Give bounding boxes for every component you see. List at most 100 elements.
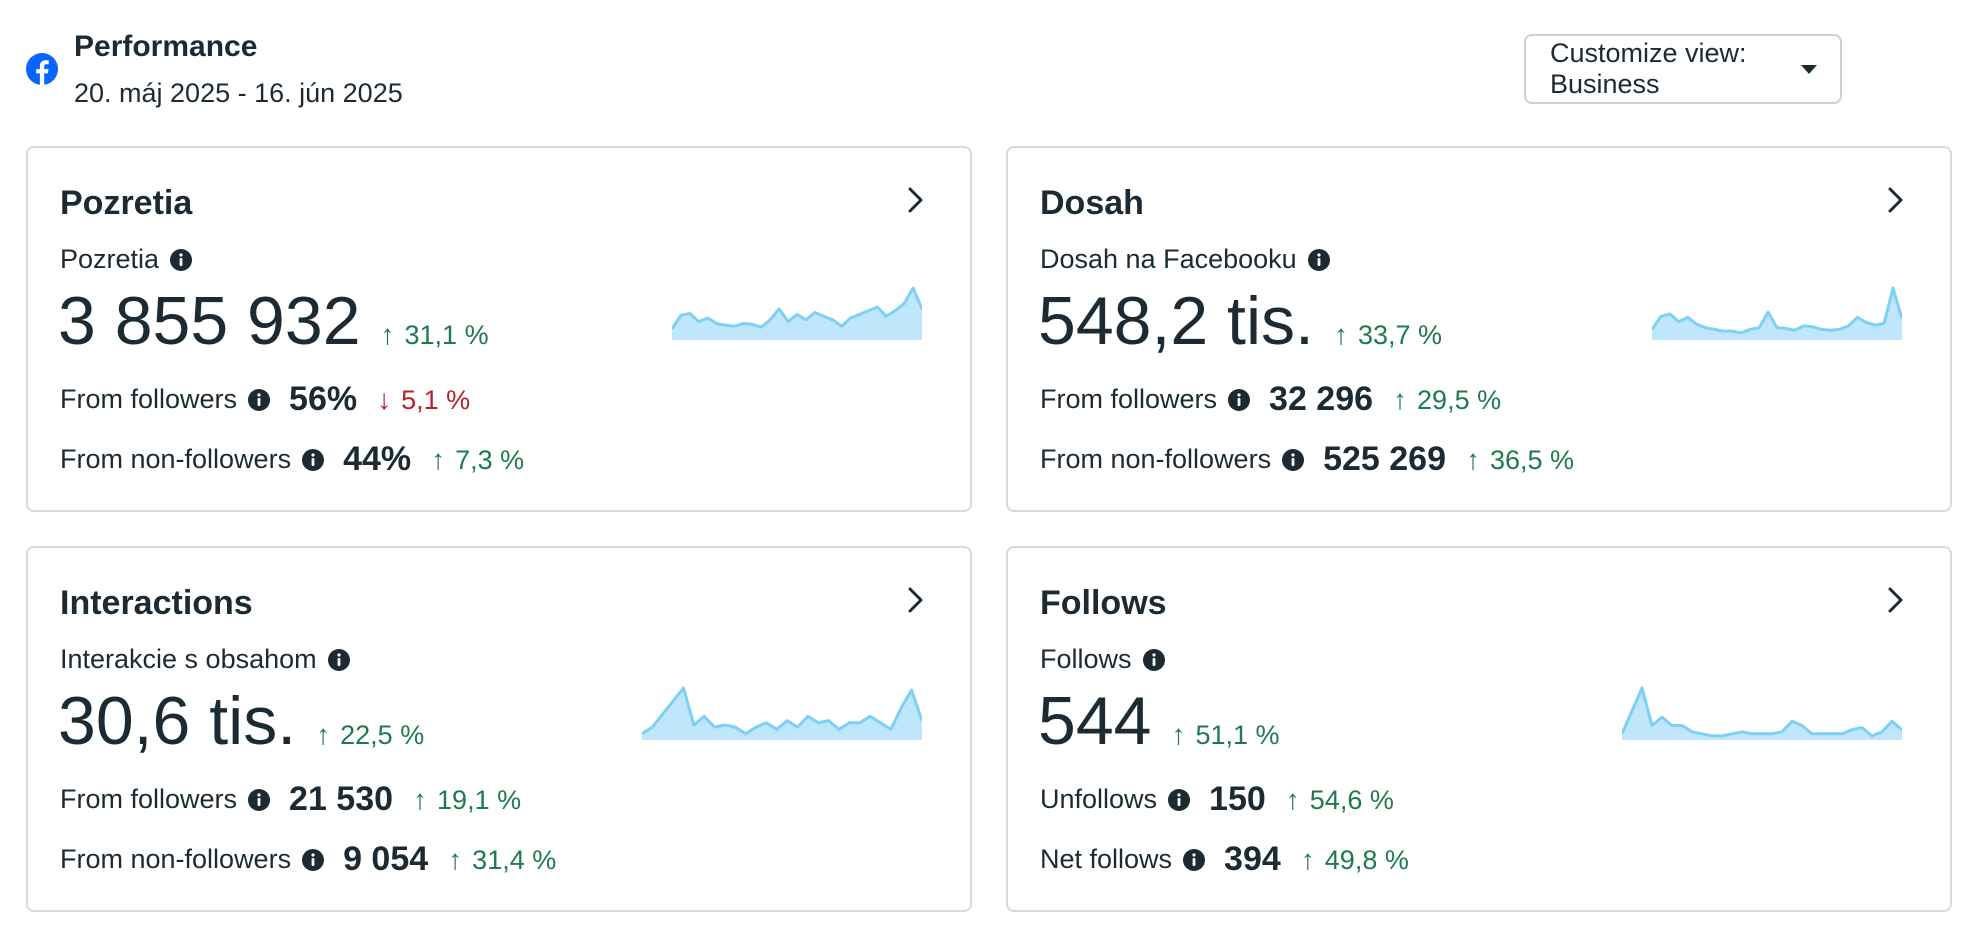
metric-label-text: Follows — [1040, 644, 1132, 674]
breakdown-row: From followers 56% ↓ 5,1 % — [60, 380, 470, 419]
big-delta-value: 33,7 % — [1357, 320, 1443, 350]
breakdown-label: From non-followers — [60, 844, 292, 874]
breakdown-delta: ↑ 36,5 % — [1466, 444, 1574, 476]
date-range: 20. máj 2025 - 16. jún 2025 — [74, 78, 403, 108]
breakdown-value: 32 296 — [1269, 380, 1374, 418]
info-icon[interactable] — [301, 448, 325, 472]
caret-down-icon — [1801, 65, 1817, 74]
breakdown-delta-value: 54,6 % — [1309, 784, 1394, 815]
breakdown-delta-value: 31,4 % — [472, 844, 557, 875]
big-delta: ↑ 22,5 % — [316, 719, 424, 751]
arrow-up-icon: ↑ — [1300, 843, 1315, 875]
chevron-right-icon[interactable] — [1886, 586, 1906, 614]
breakdown-delta: ↑ 54,6 % — [1286, 784, 1394, 816]
sparkline-line — [1652, 286, 1902, 335]
breakdown-row: From non-followers 525 269 ↑ 36,5 % — [1040, 440, 1574, 479]
facebook-icon — [26, 53, 58, 85]
big-delta-value: 51,1 % — [1195, 720, 1280, 750]
info-icon[interactable] — [169, 248, 193, 272]
info-icon[interactable] — [1281, 448, 1305, 472]
metric-label: Follows — [1040, 644, 1166, 675]
sparkline-area — [1652, 288, 1902, 340]
sparkline-line — [672, 286, 922, 330]
chevron-right-icon[interactable] — [906, 586, 926, 614]
customize-view-label: Customize view: Business — [1550, 38, 1747, 99]
info-icon[interactable] — [247, 388, 271, 412]
card-title: Follows — [1040, 584, 1167, 622]
arrow-up-icon: ↑ — [448, 843, 463, 875]
big-value: 30,6 tis. — [58, 683, 297, 759]
breakdown-delta-value: 19,1 % — [437, 784, 522, 815]
big-value-row: 544 ↑ 51,1 % — [1038, 682, 1280, 760]
card-dosah: Dosah Dosah na Facebooku 548,2 tis. ↑ 33,7 %… — [1006, 146, 1952, 512]
arrow-up-icon: ↑ — [1333, 319, 1348, 350]
customize-view-dropdown[interactable]: Customize view: Business — [1524, 34, 1842, 104]
breakdown-delta: ↑ 31,4 % — [448, 844, 556, 876]
metric-label-text: Dosah na Facebooku — [1040, 244, 1297, 274]
big-value-row: 548,2 tis. ↑ 33,7 % — [1038, 282, 1442, 360]
metric-label: Dosah na Facebooku — [1040, 244, 1331, 275]
breakdown-delta: ↑ 19,1 % — [413, 784, 521, 816]
performance-header: Performance 20. máj 2025 - 16. jún 2025 … — [0, 0, 1974, 130]
breakdown-delta: ↑ 7,3 % — [431, 444, 524, 476]
big-delta-value: 31,1 % — [404, 320, 489, 350]
info-icon[interactable] — [1307, 248, 1331, 272]
arrow-up-icon: ↑ — [413, 783, 428, 815]
sparkline-area — [1622, 688, 1902, 740]
card-title: Pozretia — [60, 184, 193, 222]
card-title: Interactions — [60, 584, 253, 622]
breakdown-value: 394 — [1224, 840, 1281, 878]
breakdown-value: 150 — [1209, 780, 1266, 818]
breakdown-label: From followers — [1040, 384, 1218, 414]
card-follows: Follows Follows 544 ↑ 51,1 % Unfollows 150 ↑ 54,… — [1006, 546, 1952, 912]
breakdown-delta-value: 29,5 % — [1417, 384, 1502, 415]
breakdown-row: From followers 32 296 ↑ 29,5 % — [1040, 380, 1501, 419]
arrow-up-icon: ↑ — [1171, 719, 1186, 750]
breakdown-row: From non-followers 9 054 ↑ 31,4 % — [60, 840, 556, 879]
breakdown-value: 9 054 — [343, 840, 429, 878]
big-delta: ↑ 31,1 % — [381, 319, 489, 351]
big-delta: ↑ 51,1 % — [1171, 719, 1279, 751]
info-icon[interactable] — [327, 648, 351, 672]
big-delta-value: 22,5 % — [340, 720, 425, 750]
card-title: Dosah — [1040, 184, 1144, 222]
breakdown-delta-value: 7,3 % — [455, 444, 525, 475]
breakdown-label: Unfollows — [1040, 784, 1158, 814]
info-icon[interactable] — [1142, 648, 1166, 672]
sparkline-chart — [672, 286, 922, 340]
metric-label-text: Interakcie s obsahom — [60, 644, 317, 674]
breakdown-delta-value: 5,1 % — [401, 384, 471, 415]
breakdown-value: 21 530 — [289, 780, 394, 818]
big-value-row: 30,6 tis. ↑ 22,5 % — [58, 682, 424, 760]
big-delta: ↑ 33,7 % — [1334, 319, 1442, 351]
info-icon[interactable] — [1227, 388, 1251, 412]
breakdown-label: Net follows — [1040, 844, 1173, 874]
breakdown-value: 56% — [289, 380, 358, 418]
sparkline-area — [642, 688, 922, 740]
breakdown-delta: ↑ 29,5 % — [1393, 384, 1501, 416]
page-title: Performance — [74, 30, 258, 63]
info-icon[interactable] — [1167, 788, 1191, 812]
info-icon[interactable] — [301, 848, 325, 872]
metric-label-text: Pozretia — [60, 244, 160, 274]
sparkline-chart — [1622, 686, 1902, 740]
info-icon[interactable] — [247, 788, 271, 812]
arrow-down-icon: ↓ — [377, 383, 392, 415]
card-interactions: Interactions Interakcie s obsahom 30,6 tis… — [26, 546, 972, 912]
breakdown-row: Unfollows 150 ↑ 54,6 % — [1040, 780, 1394, 819]
sparkline-chart — [642, 686, 922, 740]
chevron-right-icon[interactable] — [906, 186, 926, 214]
big-value: 544 — [1038, 683, 1152, 759]
breakdown-label: From non-followers — [60, 444, 292, 474]
metric-label: Interakcie s obsahom — [60, 644, 351, 675]
breakdown-delta: ↑ 49,8 % — [1301, 844, 1409, 876]
breakdown-value: 44% — [343, 440, 412, 478]
breakdown-label: From followers — [60, 384, 238, 414]
info-icon[interactable] — [1182, 848, 1206, 872]
breakdown-delta-value: 36,5 % — [1489, 444, 1575, 475]
big-value-row: 3 855 932 ↑ 31,1 % — [58, 282, 489, 360]
chevron-right-icon[interactable] — [1886, 186, 1906, 214]
arrow-up-icon: ↑ — [431, 443, 446, 475]
breakdown-label: From followers — [60, 784, 238, 814]
arrow-up-icon: ↑ — [316, 719, 331, 750]
